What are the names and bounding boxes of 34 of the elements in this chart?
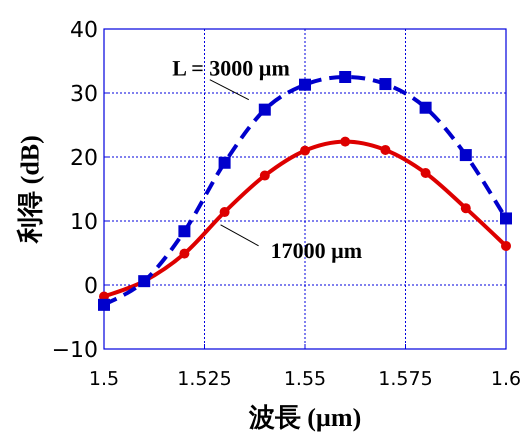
y-tick-label: 10 <box>70 210 98 235</box>
point <box>260 170 270 181</box>
point <box>460 149 472 162</box>
y-tick-label: 0 <box>84 274 98 299</box>
point <box>300 146 310 156</box>
point <box>299 78 311 91</box>
x-tick-label: 1.525 <box>177 368 232 390</box>
annotation: 17000 µm <box>270 238 362 263</box>
point <box>178 225 190 238</box>
x-tick-label: 1.575 <box>378 368 433 390</box>
annotation: L = 3000 µm <box>172 56 290 81</box>
point <box>179 248 190 259</box>
x-tick-label: 1.6 <box>490 368 522 390</box>
y-tick-label: 40 <box>70 18 98 43</box>
point <box>460 203 471 214</box>
point <box>218 156 231 169</box>
point <box>500 212 512 224</box>
y-tick-label: 30 <box>70 82 98 107</box>
point <box>340 136 350 147</box>
y-tick-label: 20 <box>70 146 98 171</box>
y-tick-label: −10 <box>52 338 98 363</box>
x-tick-label: 1.5 <box>88 368 120 390</box>
point <box>258 104 271 116</box>
point <box>420 102 432 114</box>
point <box>339 71 352 83</box>
point <box>380 144 390 155</box>
point <box>98 298 110 311</box>
y-axis-title: 利得 (dB) <box>16 135 44 244</box>
point <box>420 168 431 178</box>
point <box>379 78 392 90</box>
x-axis-title: 波長 (µm) <box>248 403 362 432</box>
point <box>501 240 511 251</box>
point <box>220 207 230 218</box>
x-tick-label: 1.55 <box>284 368 326 390</box>
